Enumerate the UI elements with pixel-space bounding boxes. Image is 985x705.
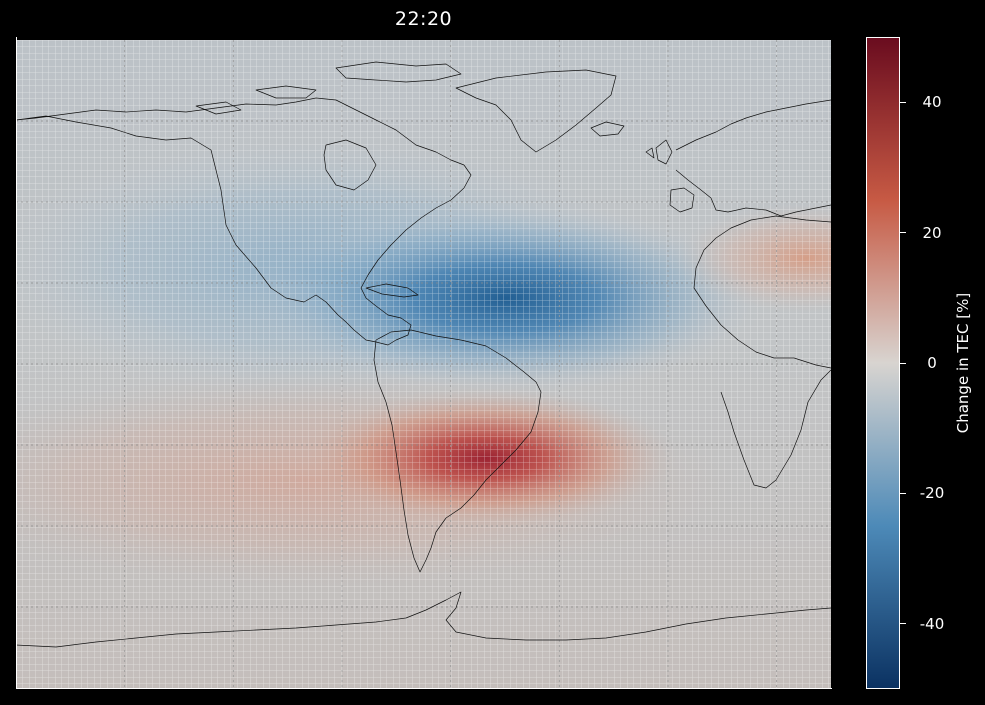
coast-antarctica [16, 591, 831, 648]
colorbar-tick [900, 232, 906, 234]
map-axis-bottom [16, 688, 832, 689]
coast-arctic-islands [195, 61, 462, 115]
coast-hudson-bay [323, 139, 377, 191]
colorbar-tick [900, 101, 906, 103]
colorbar-tick-label: 0 [927, 354, 937, 372]
colorbar-tick-label: 20 [922, 223, 942, 242]
colorbar-tick-label: -20 [919, 484, 945, 503]
cell-grid [16, 40, 831, 688]
coast-cuba [365, 283, 419, 298]
colorbar-tick-label: 40 [922, 93, 942, 112]
coast-iberia [669, 187, 695, 213]
coast-south-africa [720, 369, 831, 489]
coast-south-america [373, 329, 542, 573]
colorbar-tick [900, 362, 906, 364]
colorbar-tick [900, 492, 906, 494]
map-title: 22:20 [394, 8, 453, 30]
coast-africa [693, 215, 831, 369]
coast-iceland [590, 121, 625, 137]
coast-europe [675, 99, 831, 217]
tec-map [16, 40, 831, 688]
map-axis-left [16, 37, 17, 689]
colorbar-label: Change in TEC [%] [954, 292, 972, 434]
colorbar-tick-label: -40 [919, 614, 945, 633]
colorbar [866, 37, 900, 689]
coastlines [16, 61, 831, 648]
graticule [16, 40, 831, 688]
coast-north-america [16, 97, 472, 346]
map-panel [16, 40, 831, 688]
colorbar-tick [900, 623, 906, 625]
coast-british-isles [645, 139, 673, 165]
coast-greenland [455, 69, 617, 153]
